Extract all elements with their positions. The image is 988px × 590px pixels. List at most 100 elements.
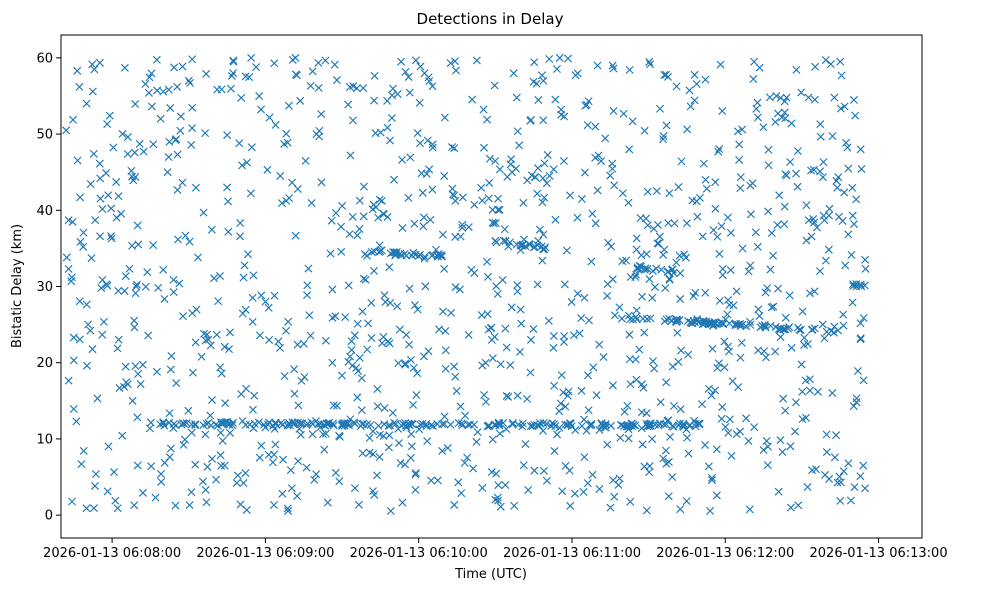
y-tick-label: 50 [36, 128, 53, 143]
data-point [120, 382, 129, 391]
data-point [409, 400, 418, 409]
data-point [786, 442, 795, 451]
data-point [83, 361, 92, 370]
data-point [98, 205, 107, 214]
data-point [756, 323, 765, 332]
data-point [544, 316, 553, 325]
data-point [584, 316, 594, 325]
data-point [708, 318, 717, 327]
data-point [166, 365, 175, 374]
data-point [853, 366, 862, 375]
data-point [807, 166, 816, 175]
data-point [820, 216, 829, 225]
data-point [773, 220, 782, 229]
data-point [278, 421, 287, 430]
data-point [386, 298, 395, 307]
data-point [359, 84, 368, 93]
data-point [512, 93, 521, 102]
data-point [317, 178, 326, 187]
data-point [617, 421, 626, 430]
y-tick-label: 0 [45, 509, 53, 524]
data-point [175, 279, 184, 288]
data-point [539, 466, 548, 475]
data-point [720, 337, 729, 346]
data-point [448, 190, 457, 199]
data-point [781, 313, 790, 322]
data-point [419, 213, 428, 222]
data-point [306, 81, 315, 90]
data-point [559, 157, 568, 166]
data-point [275, 343, 285, 352]
data-point [337, 421, 347, 430]
data-point [468, 95, 477, 104]
data-point [398, 223, 407, 232]
data-point [684, 316, 693, 325]
data-point [377, 196, 386, 205]
data-point [164, 153, 173, 162]
data-point [821, 470, 830, 479]
data-point [64, 264, 73, 273]
data-point [513, 391, 522, 400]
data-point [715, 145, 724, 154]
data-point [623, 401, 632, 410]
data-point [135, 139, 144, 148]
data-point [368, 487, 377, 496]
data-point [397, 421, 406, 430]
data-point [840, 102, 849, 111]
data-point [531, 173, 540, 182]
data-point [684, 350, 693, 359]
data-point [478, 483, 487, 492]
data-point [483, 257, 492, 266]
data-point [455, 285, 464, 294]
data-point [282, 129, 291, 138]
data-point [415, 98, 424, 107]
data-point [818, 173, 827, 182]
data-point [350, 419, 359, 428]
data-point [193, 253, 202, 262]
data-point [549, 343, 558, 352]
data-point [341, 313, 350, 322]
data-point [538, 256, 547, 265]
data-point [172, 379, 181, 388]
data-point [257, 291, 266, 300]
data-point [670, 219, 679, 228]
data-point [187, 488, 196, 497]
data-point [689, 292, 698, 301]
data-point [772, 91, 781, 100]
data-point [204, 335, 213, 344]
x-tick-label: 2026-01-13 06:11:00 [503, 546, 641, 561]
data-point [464, 420, 473, 429]
data-point [494, 496, 503, 505]
data-point [352, 84, 361, 93]
data-point [583, 371, 592, 380]
data-point [656, 398, 665, 407]
data-point [746, 261, 755, 270]
data-point [288, 178, 297, 187]
data-point [829, 328, 838, 337]
data-point [410, 219, 419, 228]
data-point [93, 394, 102, 403]
data-point [657, 265, 666, 274]
data-point [265, 335, 274, 344]
data-point [367, 298, 376, 307]
data-point [191, 338, 200, 347]
data-point [519, 461, 528, 470]
data-point [118, 129, 127, 138]
data-point [208, 395, 217, 404]
data-point [517, 319, 526, 328]
data-point [331, 312, 340, 321]
data-point [501, 237, 510, 246]
data-point [390, 418, 399, 427]
data-point [656, 104, 665, 113]
data-point [848, 211, 857, 220]
data-point [337, 222, 346, 231]
data-point [592, 391, 601, 400]
data-point [248, 317, 257, 326]
data-point [802, 201, 811, 210]
data-point [314, 58, 323, 67]
data-point [151, 493, 160, 502]
data-point [147, 69, 156, 78]
data-point [132, 280, 141, 289]
data-point [380, 291, 389, 300]
data-point [138, 488, 147, 497]
